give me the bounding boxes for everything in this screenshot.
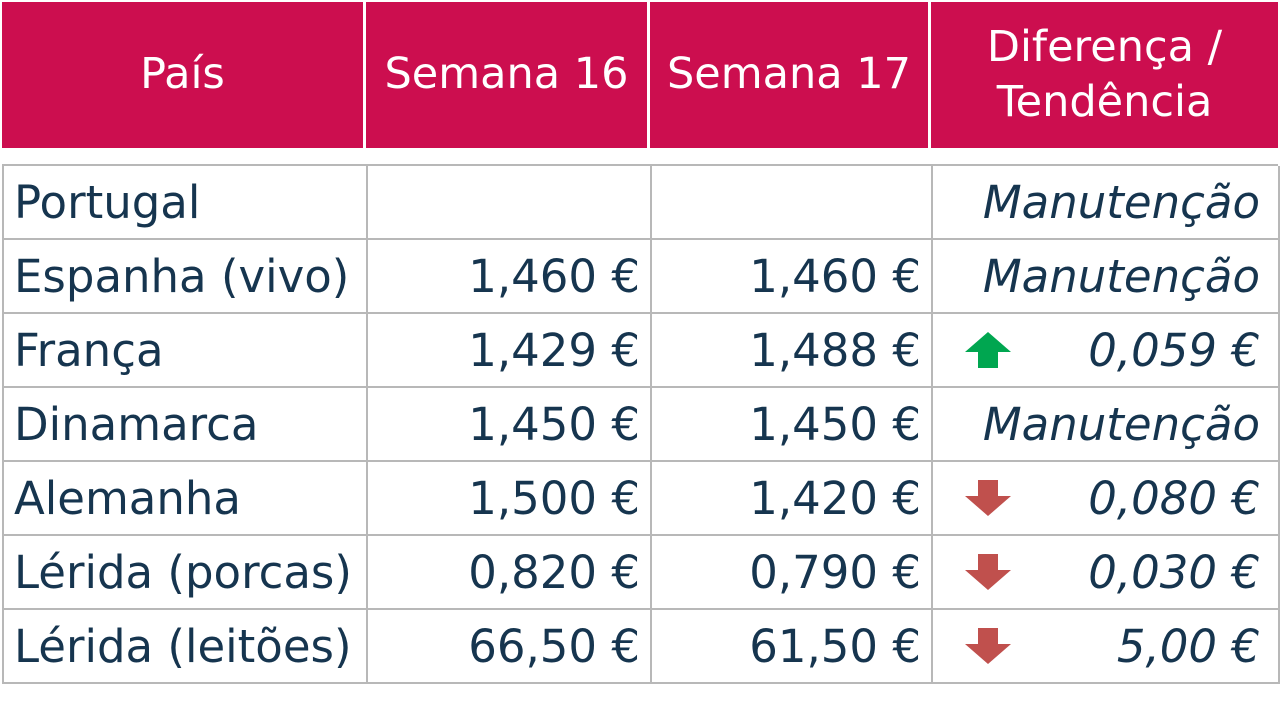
header-country: País xyxy=(2,2,366,148)
header-week17-label: Semana 17 xyxy=(667,49,911,100)
table-row: França 1,429 € 1,488 € 0,059 € xyxy=(4,314,1280,388)
week17-cell xyxy=(652,166,933,240)
week16-cell: 1,450 € xyxy=(368,388,652,462)
difference-cell: 0,030 € xyxy=(933,536,1280,610)
difference-cell: Manutenção xyxy=(933,166,1280,240)
difference-value: 0,030 € xyxy=(1088,545,1260,599)
difference-cell: 0,080 € xyxy=(933,462,1280,536)
country-cell: Alemanha xyxy=(4,462,368,536)
country-cell: Espanha (vivo) xyxy=(4,240,368,314)
difference-cell: Manutenção xyxy=(933,388,1280,462)
table-body: Portugal Manutenção Espanha (vivo) 1,460… xyxy=(2,164,1280,684)
table-row: Lérida (leitões) 66,50 € 61,50 € 5,00 € xyxy=(4,610,1280,684)
week16-cell: 0,820 € xyxy=(368,536,652,610)
difference-value: 0,059 € xyxy=(1088,323,1260,377)
country-cell: Dinamarca xyxy=(4,388,368,462)
header-week16-label: Semana 16 xyxy=(384,49,629,100)
week16-cell xyxy=(368,166,652,240)
table-header: País Semana 16 Semana 17 Diferença / Ten… xyxy=(2,2,1278,148)
arrow-down-icon xyxy=(965,554,1011,590)
table-row: Alemanha 1,500 € 1,420 € 0,080 € xyxy=(4,462,1280,536)
country-cell: Portugal xyxy=(4,166,368,240)
country-cell: Lérida (leitões) xyxy=(4,610,368,684)
header-country-label: País xyxy=(140,49,225,100)
table-row: Espanha (vivo) 1,460 € 1,460 € Manutençã… xyxy=(4,240,1280,314)
header-difference-line1: Diferença / xyxy=(986,21,1223,72)
difference-value: Manutenção xyxy=(982,397,1260,451)
arrow-up-icon xyxy=(965,332,1011,368)
table-row: Dinamarca 1,450 € 1,450 € Manutenção xyxy=(4,388,1280,462)
week16-cell: 1,500 € xyxy=(368,462,652,536)
week16-cell: 66,50 € xyxy=(368,610,652,684)
table-row: Lérida (porcas) 0,820 € 0,790 € 0,030 € xyxy=(4,536,1280,610)
arrow-down-icon xyxy=(965,480,1011,516)
difference-cell: 5,00 € xyxy=(933,610,1280,684)
week17-cell: 1,488 € xyxy=(652,314,933,388)
week17-cell: 0,790 € xyxy=(652,536,933,610)
country-cell: Lérida (porcas) xyxy=(4,536,368,610)
week16-cell: 1,429 € xyxy=(368,314,652,388)
difference-value: Manutenção xyxy=(982,249,1260,303)
header-week17: Semana 17 xyxy=(650,2,931,148)
table-row: Portugal Manutenção xyxy=(4,166,1280,240)
week17-cell: 61,50 € xyxy=(652,610,933,684)
week17-cell: 1,460 € xyxy=(652,240,933,314)
difference-value: 5,00 € xyxy=(1116,619,1260,673)
header-week16: Semana 16 xyxy=(366,2,650,148)
difference-value: Manutenção xyxy=(982,175,1260,229)
arrow-down-icon xyxy=(965,628,1011,664)
header-difference-line2: Tendência xyxy=(996,77,1213,127)
week17-cell: 1,420 € xyxy=(652,462,933,536)
week16-cell: 1,460 € xyxy=(368,240,652,314)
difference-value: 0,080 € xyxy=(1088,471,1260,525)
difference-cell: 0,059 € xyxy=(933,314,1280,388)
header-difference: Diferença / Tendência xyxy=(931,2,1278,148)
difference-cell: Manutenção xyxy=(933,240,1280,314)
week17-cell: 1,450 € xyxy=(652,388,933,462)
country-cell: França xyxy=(4,314,368,388)
